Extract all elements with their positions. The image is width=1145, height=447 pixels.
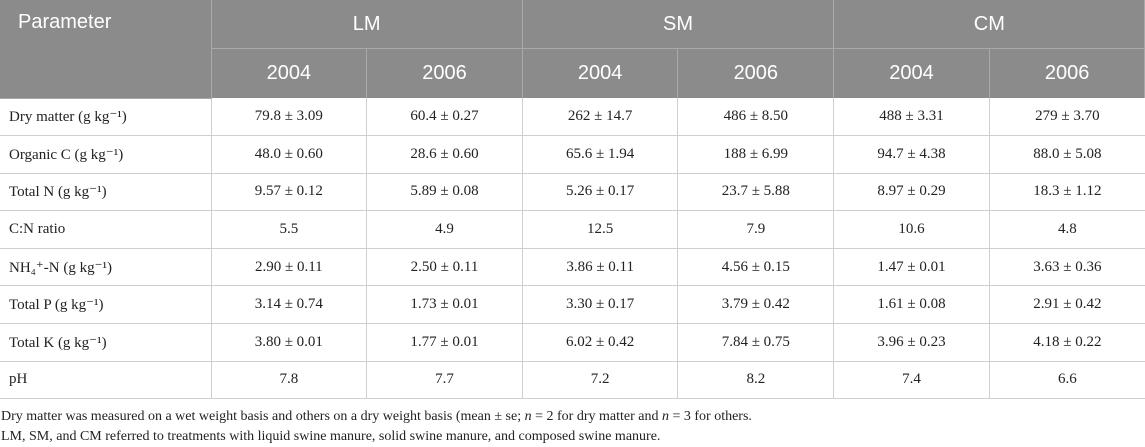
table-row: Dry matter (g kg⁻¹) 79.8 ± 3.09 60.4 ± 0.2… [0, 98, 1145, 137]
year-header: 2004 [211, 48, 368, 98]
row-parameter-name: Organic C (g kg⁻¹) [0, 135, 212, 174]
table-cell: 8.97 ± 0.29 [833, 172, 990, 212]
table-cell: 1.61 ± 0.08 [833, 285, 990, 325]
table-cell: 3.96 ± 0.23 [833, 323, 990, 362]
table-cell: 12.5 [521, 210, 679, 249]
table-row: Total N (g kg⁻¹) 9.57 ± 0.12 5.89 ± 0.08 5.… [0, 172, 1145, 212]
table-row: C:N ratio 5.5 4.9 12.5 7.9 10.6 4.8 [0, 210, 1145, 249]
year-header: 2006 [366, 48, 523, 98]
footnote-abbreviations: LM, SM, and CM referred to treatments wi… [1, 429, 661, 445]
table-cell: 4.9 [366, 210, 523, 249]
table-cell: 60.4 ± 0.27 [366, 98, 523, 137]
table-cell: 3.30 ± 0.17 [521, 285, 679, 325]
table-cell: 3.86 ± 0.11 [521, 247, 679, 287]
table-cell: 7.4 [833, 360, 990, 400]
table-cell: 2.90 ± 0.11 [210, 247, 368, 287]
table-cell: 1.73 ± 0.01 [366, 285, 523, 325]
parameter-header: Parameter [0, 0, 212, 99]
table-cell: 7.84 ± 0.75 [677, 323, 835, 362]
table-footnotes: Dry matter was measured on a wet weight … [0, 399, 1145, 447]
table-cell: 5.89 ± 0.08 [366, 172, 523, 212]
table-cell: 94.7 ± 4.38 [833, 135, 990, 174]
table-cell: 3.79 ± 0.42 [677, 285, 835, 325]
table-cell: 18.3 ± 1.12 [988, 172, 1145, 212]
table-cell: 4.18 ± 0.22 [988, 323, 1145, 362]
row-parameter-name: Total P (g kg⁻¹) [0, 285, 212, 325]
table-cell: 8.2 [677, 360, 835, 400]
table-cell: 2.91 ± 0.42 [988, 285, 1145, 325]
table-cell: 3.80 ± 0.01 [210, 323, 368, 362]
table-cell: 1.77 ± 0.01 [366, 323, 523, 362]
row-parameter-name: Total K (g kg⁻¹) [0, 323, 212, 362]
table-cell: 7.8 [210, 360, 368, 400]
group-header-cm: CM [833, 0, 1145, 49]
group-header-lm: LM [210, 0, 523, 49]
table-row: pH 7.8 7.7 7.2 8.2 7.4 6.6 [0, 360, 1145, 400]
footnote-measurement: Dry matter was measured on a wet weight … [1, 409, 752, 425]
table-cell: 10.6 [833, 210, 990, 249]
row-parameter-name: NH₄⁺-N (g kg⁻¹) [0, 247, 212, 287]
table-cell: 5.5 [210, 210, 368, 249]
table-cell: 2.50 ± 0.11 [366, 247, 523, 287]
table-cell: 88.0 ± 5.08 [988, 135, 1145, 174]
table-cell: 9.57 ± 0.12 [210, 172, 368, 212]
table-cell: 6.6 [988, 360, 1145, 400]
year-header: 2004 [521, 48, 679, 98]
table-cell: 48.0 ± 0.60 [210, 135, 368, 174]
year-header: 2004 [833, 48, 990, 98]
table-cell: 65.6 ± 1.94 [521, 135, 679, 174]
table-cell: 486 ± 8.50 [677, 98, 835, 137]
table-cell: 188 ± 6.99 [677, 135, 835, 174]
table-cell: 488 ± 3.31 [833, 98, 990, 137]
table-cell: 6.02 ± 0.42 [521, 323, 679, 362]
table-cell: 279 ± 3.70 [988, 98, 1145, 137]
table-cell: 7.9 [677, 210, 835, 249]
table-body: Dry matter (g kg⁻¹) 79.8 ± 3.09 60.4 ± 0.2… [0, 98, 1145, 400]
row-parameter-name: Total N (g kg⁻¹) [0, 172, 212, 212]
year-header: 2006 [677, 48, 835, 98]
row-parameter-name: C:N ratio [0, 210, 212, 249]
table-cell: 3.14 ± 0.74 [210, 285, 368, 325]
year-header: 2006 [988, 48, 1145, 98]
group-header-sm: SM [521, 0, 835, 49]
table-row: Organic C (g kg⁻¹) 48.0 ± 0.60 28.6 ± 0.60… [0, 135, 1145, 174]
row-parameter-name: Dry matter (g kg⁻¹) [0, 98, 212, 137]
table-cell: 79.8 ± 3.09 [210, 98, 368, 137]
manure-properties-table: Parameter LM SM CM 2004 2006 2004 2006 2… [0, 0, 1145, 400]
table-cell: 5.26 ± 0.17 [521, 172, 679, 212]
table-cell: 28.6 ± 0.60 [366, 135, 523, 174]
table-cell: 1.47 ± 0.01 [833, 247, 990, 287]
table-cell: 4.56 ± 0.15 [677, 247, 835, 287]
table-cell: 7.2 [521, 360, 679, 400]
table-row: Total K (g kg⁻¹) 3.80 ± 0.01 1.77 ± 0.01 6.… [0, 323, 1145, 362]
table-cell: 4.8 [988, 210, 1145, 249]
row-parameter-name: pH [0, 360, 212, 400]
table-cell: 23.7 ± 5.88 [677, 172, 835, 212]
table-cell: 3.63 ± 0.36 [988, 247, 1145, 287]
table-row: NH₄⁺-N (g kg⁻¹) 2.90 ± 0.11 2.50 ± 0.11 3.8… [0, 247, 1145, 287]
table-cell: 7.7 [366, 360, 523, 400]
table-cell: 262 ± 14.7 [521, 98, 679, 137]
table-row: Total P (g kg⁻¹) 3.14 ± 0.74 1.73 ± 0.01 3.… [0, 285, 1145, 325]
